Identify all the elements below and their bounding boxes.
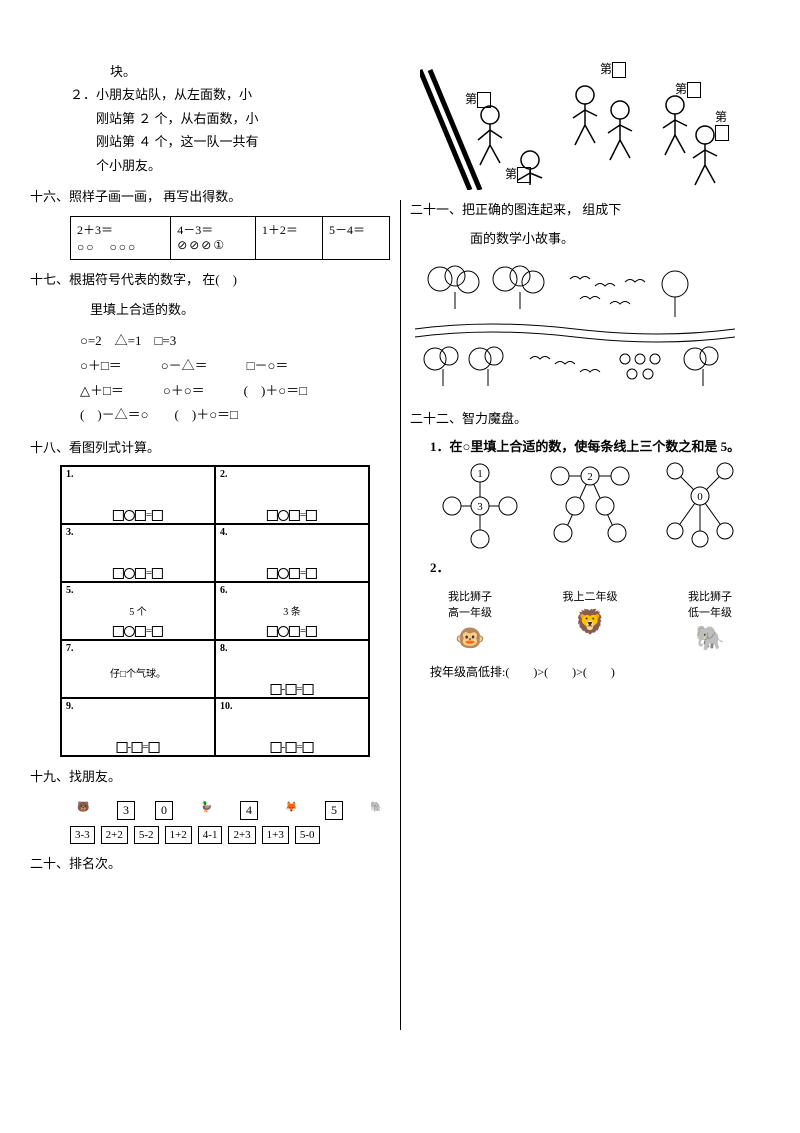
q17-r2a: △＋□＝ — [80, 383, 124, 398]
elephant-text: 我比狮子 低一年级 — [670, 588, 750, 620]
rl5: 第 — [715, 110, 727, 124]
q19-content: 🐻3 0🦆 4🦊 5🐘 3-3 2+2 5-2 1+2 4-1 2+3 1+3 … — [70, 795, 390, 844]
q19-e0: 3-3 — [70, 826, 95, 844]
svg-text:1: 1 — [477, 468, 483, 480]
q17-r1c: □－○＝ — [247, 358, 289, 373]
q22-1-title: 1．在○里填上合适的数，使每条线上三个数之和是 5。 — [430, 436, 770, 455]
q17-title2: 里填上合适的数。 — [30, 298, 390, 321]
q-prev-tail: 块。 — [30, 60, 390, 83]
q16-c3-eq: 1＋2＝ — [262, 221, 316, 238]
q18-c5: 5 个 — [64, 603, 212, 618]
svg-text:3: 3 — [477, 501, 483, 513]
q18-c7: 仔□个气球。 — [64, 665, 212, 680]
q19-e4: 4-1 — [198, 826, 223, 844]
q17-def: ○=2 △=1 □=3 — [80, 329, 390, 354]
q22-2-title: 2． — [430, 557, 770, 576]
q16-c1-shapes: ○○ ○○○ — [77, 238, 164, 255]
q15-2-l3: 刚站第 ４ 个，这一队一共有 — [96, 130, 259, 153]
rl2: 第 — [505, 167, 517, 181]
q16-title: 十六、照样子画一画， 再写出得数。 — [30, 185, 390, 208]
puzzle-trees: 1 3 2 0 — [440, 461, 770, 551]
story-image — [410, 259, 740, 399]
q19-e7: 5-0 — [295, 826, 320, 844]
q16-c2-shapes: ⊘⊘⊘① — [177, 238, 249, 253]
rl4: 第 — [675, 82, 687, 96]
rl1: 第 — [465, 92, 477, 106]
rank-line: 按年级高低排:( )>( )>( ) — [430, 663, 770, 680]
q15-2-num: ２． — [70, 83, 96, 177]
lion-text: 我上二年级 — [550, 588, 630, 604]
q21-title: 二十一、把正确的图连起来， 组成下 — [410, 198, 770, 221]
q17-r2c: ( )＋○＝□ — [244, 383, 307, 398]
q19-title: 十九、找朋友。 — [30, 765, 390, 788]
q20-title: 二十、排名次。 — [30, 852, 390, 875]
q19-e5: 2+3 — [228, 826, 255, 844]
q17-symbols: ○=2 △=1 □=3 ○＋□＝ ○－△＝ □－○＝ △＋□＝ ○＋○＝ ( )… — [80, 329, 390, 428]
q22-title: 二十二、智力魔盘。 — [410, 407, 770, 430]
q19-e6: 1+3 — [262, 826, 289, 844]
q19-e1: 2+2 — [101, 826, 128, 844]
q15-2-l2: 刚站第 ２ 个，从右面数，小 — [96, 107, 259, 130]
q18-title: 十八、看图列式计算。 — [30, 436, 390, 459]
q17-r3b: ( )＋○＝□ — [175, 407, 238, 422]
animal-row: 我比狮子 高一年级 🐵 我上二年级 🦁 我比狮子 低一年级 🐘 — [430, 588, 770, 653]
q17-title: 十七、根据符号代表的数字， 在( ) — [30, 268, 390, 291]
q21-title2: 面的数学小故事。 — [410, 227, 770, 250]
q19-t0: 3 — [117, 801, 135, 820]
rl3: 第 — [600, 62, 612, 76]
q16-c1-eq: 2＋3＝ — [77, 221, 164, 238]
q15-2-l1: 小朋友站队，从左面数，小 — [96, 83, 259, 106]
q16-c2-eq: 4－3＝ — [177, 221, 249, 238]
q19-t3: 5 — [325, 801, 343, 820]
q19-e3: 1+2 — [165, 826, 192, 844]
svg-text:0: 0 — [697, 491, 703, 503]
monkey-text: 我比狮子 高一年级 — [430, 588, 510, 620]
svg-text:2: 2 — [587, 471, 593, 483]
q15-2-l4: 个小朋友。 — [96, 154, 259, 177]
q17-r3a: ( )－△＝○ — [80, 407, 149, 422]
q19-t2: 4 — [240, 801, 258, 820]
q19-t1: 0 — [155, 801, 173, 820]
q17-r1a: ○＋□＝ — [80, 358, 122, 373]
q19-e2: 5-2 — [134, 826, 159, 844]
q18-grid: 1.= 2.= 3.= 4.= 5.5 个= 6.3 条= 7.仔□个气球。 8… — [60, 465, 370, 757]
q16-table: 2＋3＝ ○○ ○○○ 4－3＝ ⊘⊘⊘① 1＋2＝ 5－4＝ — [70, 216, 390, 260]
q16-c4-eq: 5－4＝ — [329, 221, 383, 238]
running-image: 第 第 第 第 第 — [420, 60, 740, 190]
q17-r2b: ○＋○＝ — [163, 383, 205, 398]
q18-c6: 3 条 — [218, 603, 366, 618]
q17-r1b: ○－△＝ — [161, 358, 208, 373]
